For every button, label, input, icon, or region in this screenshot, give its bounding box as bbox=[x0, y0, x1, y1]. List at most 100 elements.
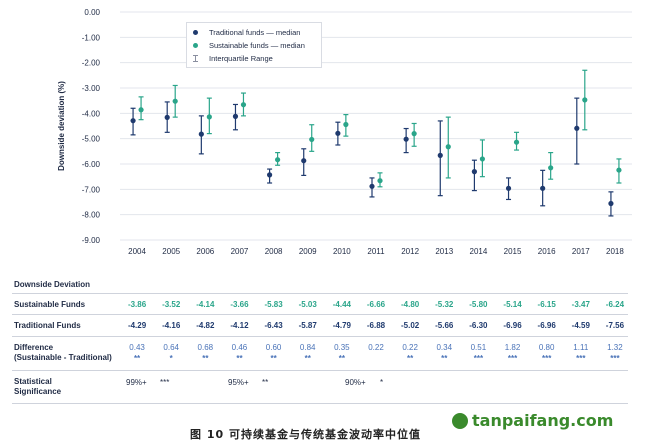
y-tick-label: -9.00 bbox=[82, 236, 101, 245]
traditional-value: -4.16 bbox=[162, 321, 181, 330]
significance-label-line1: Statistical bbox=[14, 377, 52, 386]
sustainable-value: -4.44 bbox=[332, 300, 351, 309]
legend-label-traditional: Traditional funds — median bbox=[209, 27, 301, 37]
sustainable-value: -4.14 bbox=[196, 300, 215, 309]
difference-value: 0.43 bbox=[129, 343, 145, 352]
traditional-median-point bbox=[335, 130, 341, 136]
sustainable-value: -4.80 bbox=[401, 300, 420, 309]
traditional-marker-icon bbox=[193, 30, 198, 36]
x-tick-label: 2005 bbox=[162, 247, 180, 256]
x-tick-label: 2016 bbox=[538, 247, 556, 256]
traditional-median-point bbox=[267, 172, 273, 178]
x-tick-label: 2009 bbox=[299, 247, 317, 256]
sustainable-value: -5.83 bbox=[264, 300, 283, 309]
table-divider bbox=[12, 336, 628, 337]
row-label-traditional: Traditional Funds bbox=[14, 321, 81, 330]
traditional-value: -5.02 bbox=[401, 321, 420, 330]
sustainable-value: -6.15 bbox=[537, 300, 556, 309]
sustainable-median-point bbox=[616, 167, 622, 173]
sig-stars-95: ** bbox=[262, 378, 269, 387]
sustainable-median-point bbox=[172, 98, 178, 104]
sustainable-value: -5.03 bbox=[298, 300, 317, 309]
difference-stars: * bbox=[169, 354, 173, 363]
sustainable-median-point bbox=[309, 136, 315, 143]
difference-value: 0.84 bbox=[299, 343, 316, 352]
traditional-median-point bbox=[505, 185, 512, 191]
chart-legend: Traditional funds — median Sustainable f… bbox=[186, 22, 322, 68]
traditional-value: -5.66 bbox=[435, 321, 454, 330]
traditional-median-point bbox=[198, 131, 204, 137]
x-tick-label: 2012 bbox=[401, 247, 419, 256]
difference-value: 0.34 bbox=[436, 343, 453, 352]
y-tick-label: -8.00 bbox=[82, 211, 101, 220]
difference-stars: *** bbox=[576, 354, 586, 363]
chart-marks bbox=[130, 69, 622, 217]
traditional-median-point bbox=[540, 185, 546, 191]
x-axis-ticks: 2004 2005 2006 2007 2008 2009 2010 2011 2012 2013… bbox=[128, 247, 624, 256]
traditional-median-point bbox=[437, 152, 443, 158]
sig-stars-90: * bbox=[380, 378, 384, 387]
table-divider bbox=[12, 314, 628, 315]
x-tick-label: 2013 bbox=[435, 247, 453, 256]
sustainable-median-point bbox=[138, 107, 144, 113]
sustainable-median-point bbox=[343, 121, 349, 128]
traditional-median-point bbox=[608, 200, 614, 207]
sustainable-value: -3.47 bbox=[571, 300, 590, 309]
traditional-value: -4.29 bbox=[127, 321, 147, 330]
sustainable-value: -5.80 bbox=[469, 300, 488, 309]
traditional-median-point bbox=[369, 183, 375, 189]
difference-value: 0.68 bbox=[197, 343, 214, 352]
y-tick-label: -5.00 bbox=[82, 135, 101, 144]
sustainable-value: -5.14 bbox=[503, 300, 522, 309]
sustainable-median-point bbox=[377, 178, 383, 184]
sig-level-99: 99%+ bbox=[126, 378, 147, 387]
traditional-value: -4.79 bbox=[332, 321, 351, 330]
x-tick-label: 2017 bbox=[572, 247, 590, 256]
y-tick-label: -3.00 bbox=[82, 84, 101, 93]
difference-value: 1.32 bbox=[607, 343, 623, 352]
sustainable-value: -5.32 bbox=[435, 300, 454, 309]
difference-stars: *** bbox=[507, 354, 518, 363]
table-divider bbox=[12, 293, 628, 294]
difference-value: 0.22 bbox=[368, 343, 384, 352]
traditional-median-point bbox=[574, 125, 580, 131]
traditional-median-point bbox=[232, 113, 239, 119]
x-tick-label: 2007 bbox=[231, 247, 249, 256]
sustainable-median-point bbox=[445, 144, 451, 150]
sustainable-median-point bbox=[240, 102, 247, 108]
traditional-median-point bbox=[403, 136, 409, 142]
traditional-value: -7.56 bbox=[605, 321, 625, 330]
sustainable-median-point bbox=[206, 114, 212, 120]
sustainable-median-point bbox=[513, 139, 520, 145]
difference-label-line1: Difference bbox=[14, 343, 54, 352]
difference-value: 0.60 bbox=[265, 343, 282, 352]
y-tick-label: -7.00 bbox=[82, 185, 101, 194]
difference-stars: ** bbox=[304, 354, 311, 363]
row-label-sustainable: Sustainable Funds bbox=[14, 300, 86, 309]
sustainable-value: -3.86 bbox=[127, 300, 147, 309]
watermark-logo-icon bbox=[452, 413, 468, 429]
y-tick-label: -1.00 bbox=[82, 33, 101, 42]
difference-stars: ** bbox=[407, 354, 414, 363]
x-tick-label: 2006 bbox=[196, 247, 214, 256]
downside-deviation-chart: 0.00 -1.00 -2.00 -3.00 -4.00 -5.00 -6.00 -7.00 -… bbox=[57, 8, 632, 256]
traditional-median-point bbox=[164, 114, 170, 120]
y-tick-label: -2.00 bbox=[82, 59, 101, 68]
difference-stars: ** bbox=[441, 354, 448, 363]
x-tick-label: 2015 bbox=[504, 247, 522, 256]
row-label-difference: Difference (Sustainable - Traditional) bbox=[14, 343, 112, 363]
difference-stars: ** bbox=[270, 354, 277, 363]
legend-item-iqr: Interquartile Range bbox=[193, 52, 273, 63]
traditional-value: -4.59 bbox=[571, 321, 590, 330]
x-tick-label: 2008 bbox=[265, 247, 283, 256]
y-tick-label: 0.00 bbox=[84, 8, 100, 17]
difference-value: 0.51 bbox=[470, 343, 487, 352]
traditional-value: -6.96 bbox=[537, 321, 556, 330]
difference-value: 1.82 bbox=[504, 343, 521, 352]
difference-stars: ** bbox=[236, 354, 243, 363]
x-tick-label: 2010 bbox=[333, 247, 351, 256]
traditional-value: -6.88 bbox=[366, 321, 386, 330]
sustainable-median-point bbox=[582, 97, 588, 103]
x-tick-label: 2014 bbox=[470, 247, 488, 256]
x-tick-label: 2004 bbox=[128, 247, 146, 256]
